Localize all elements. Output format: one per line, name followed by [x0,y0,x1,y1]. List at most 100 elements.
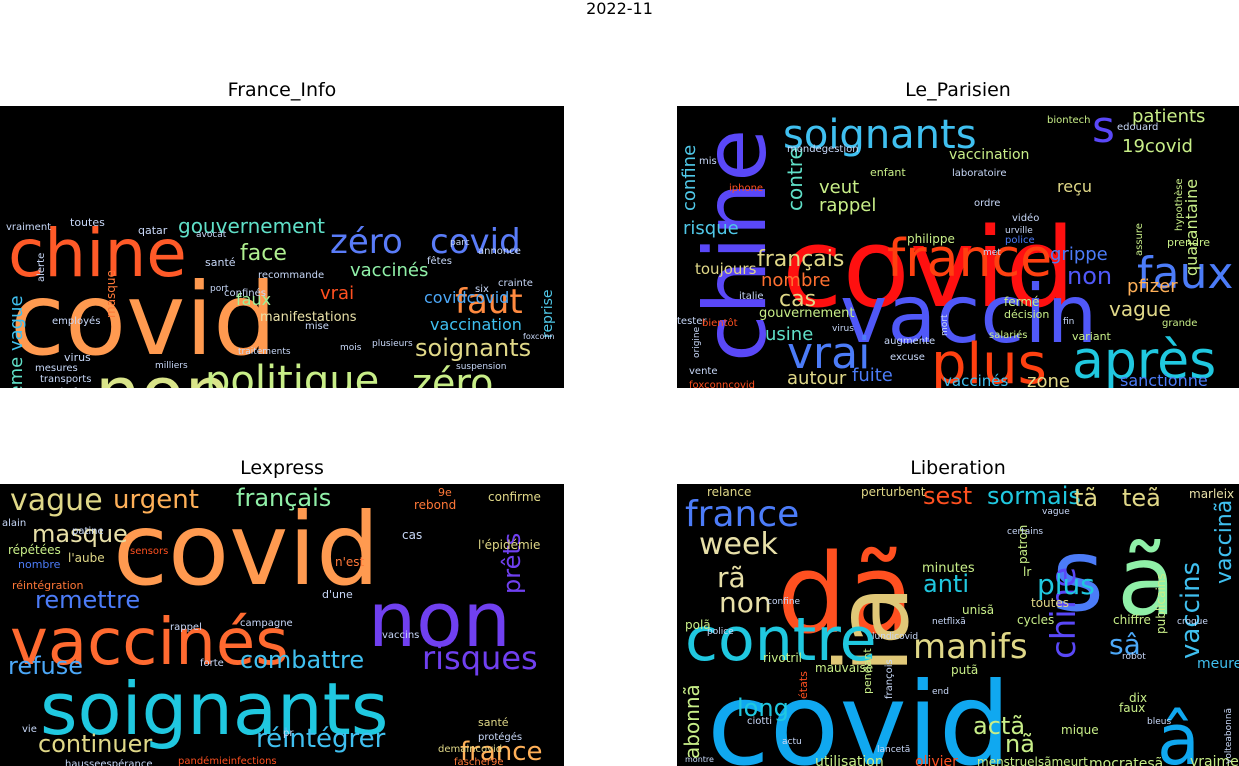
word--tats: états [797,671,810,699]
word-gouvernement: gouvernement [759,306,855,321]
word-prendre: prendre [1167,236,1210,249]
word-chine: chine [1044,567,1084,659]
word-d-une: d'une [322,588,353,601]
word-ia: ia [814,585,931,674]
word-cas: cas [779,287,816,312]
word-urville: urville [1005,226,1033,236]
word-ciotti: ciotti [747,716,772,727]
word-mesures: mesures [35,363,78,374]
word-s: s [1052,517,1104,634]
word-grippe: grippe [1050,244,1108,265]
word-bleus: bleus [1147,717,1171,727]
word-zone: zone [1027,371,1070,388]
word-avocat: avocat [196,230,227,240]
word-enfant: enfant [870,166,906,179]
word-mis: mis [699,156,717,167]
word-vaccination: vaccination [949,147,1029,163]
word-mort: mort [940,314,950,336]
word-alain: alain [2,518,26,529]
word-l-pid-mie: l'épidémie [478,538,540,552]
word-end: end [932,687,949,697]
word-masque: masque [32,520,128,548]
word-iphone: iphone [729,183,763,194]
word-plus: plus [1037,568,1095,601]
word-rappel: rappel [170,622,202,633]
word-foxconn: foxconn [523,332,555,341]
word-faut: faut [455,282,523,322]
word-variant: variant [1072,330,1112,343]
wordcloud-canvas: covid chine vaccin france soignants plus après… [677,106,1239,388]
word-faux: faux [1137,248,1233,299]
word-apr-s: après [1072,331,1216,388]
word-n-est: n'est [335,555,365,569]
word-police: police [1005,235,1035,246]
word-r-: rã [717,561,746,594]
word-vaccin: vaccin [840,268,1097,361]
word-meurent: meurent [1197,656,1239,672]
word-usine: usine [765,324,813,345]
word-vaccins: vaccins [1176,562,1206,659]
word-non: non [95,351,230,388]
word-olivier: olivier [915,754,958,766]
word-mise: mise [305,321,329,332]
panel-title: Liberation [910,457,1006,479]
word-face: face [240,241,287,266]
word-fran-ais: français [236,484,331,512]
word-mois: mois [340,343,362,353]
word-combattre: combattre [240,646,364,674]
word-hypoth-se: hypothèse [1173,179,1185,232]
wordcloud-panel-liberation: Liberation covid dã ia s ã â contre france week m… [677,457,1239,766]
word--: â [1157,699,1200,766]
word-campagne: campagne [240,618,293,629]
word-nombre: nombre [761,270,830,291]
word-suspension: suspension [456,362,506,372]
word--: ã [1117,525,1176,637]
word-t-: tã [1074,484,1098,512]
word-covid: covid [430,222,521,262]
word-vague: vague [1042,507,1070,517]
word-milliers: milliers [155,361,188,371]
word-bient-t: bientôt [702,317,738,329]
word-perturbent: perturbent [861,485,926,499]
word-augmente: augmente [884,336,935,347]
word-origine: origine [692,326,702,358]
word-put-: putã [951,663,978,677]
word-unis-: unisã [962,603,994,617]
word-act-: actã [973,712,1025,740]
word-pfizer: pfizer [1127,276,1178,297]
word-f-tes: fêtes [427,255,452,267]
word-vague: vague [10,484,103,518]
panel-title: France_Info [227,79,337,101]
word-port: port [210,284,229,294]
word-police: police [707,627,734,637]
word-fran-ois: françois [884,659,895,699]
word-s-: sâ [1109,628,1141,661]
word-l-aube: l'aube [68,551,105,565]
word-soignants: soignants [415,334,531,362]
word-pand-mieinfections: pandémieinfections [178,755,277,766]
word-faux: faux [1119,701,1145,715]
wordcloud-panel-le-parisien: Le_Parisien covid chine vaccin france soigna… [677,79,1239,388]
word-croque: croque [1177,617,1208,627]
word-rebond: rebond [414,498,456,512]
word-crainte: crainte [498,278,533,289]
word-fran-ais: français [757,247,844,272]
word-chine: chine [8,215,187,292]
word-vie: vie [22,724,37,735]
panel-title: Le_Parisien [905,79,1011,101]
word-minutes: minutes [922,561,975,576]
word-dix: dix [1129,691,1147,705]
word-fin: fin [1063,317,1074,327]
word-soignants: soignants [40,667,388,751]
word-lundicovid: lundicovid [872,632,918,642]
word-te-: teã [1122,484,1161,512]
word-vaccination: vaccination [430,315,522,334]
word-patine: patine [72,526,104,537]
word-mocrates-: mocratesã [1089,756,1163,766]
word-re-u: reçu [1057,177,1092,196]
word-annonce: annonce [478,246,521,257]
word-hausseesp-rance: hausseespérance [65,758,152,766]
word-mondegestion: mondegestion [787,144,859,155]
word-patients: patients [1132,106,1205,127]
